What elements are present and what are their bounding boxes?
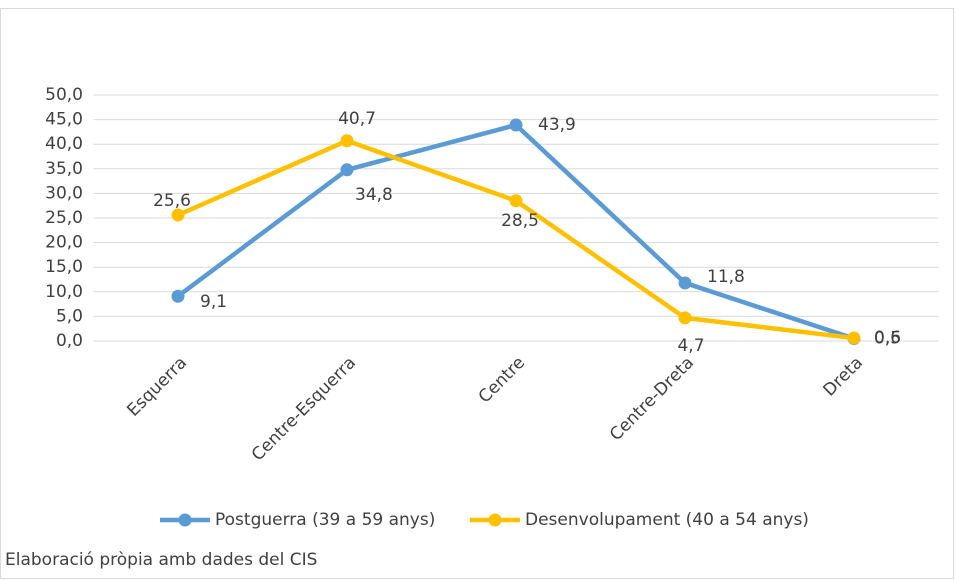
data-label: 11,8: [707, 267, 745, 287]
data-label: 25,6: [153, 191, 191, 211]
data-label: 9,1: [200, 292, 227, 312]
point-marker: [509, 118, 523, 132]
y-tick-label: 15,0: [45, 257, 83, 277]
data-label: 40,7: [338, 109, 376, 129]
y-tick-label: 50,0: [45, 85, 83, 105]
y-tick-label: 0,0: [56, 331, 83, 351]
y-tick-label: 5,0: [56, 306, 83, 326]
legend-marker: [488, 513, 502, 527]
legend-marker: [178, 513, 192, 527]
chart-border: [0, 8, 954, 579]
legend-label: Desenvolupament (40 a 54 anys): [525, 510, 809, 530]
data-label: 28,5: [501, 211, 539, 231]
data-label: 0,6: [874, 328, 901, 348]
data-label: 0,5: [874, 329, 901, 349]
data-label: 4,7: [677, 336, 704, 356]
y-tick-label: 20,0: [45, 233, 83, 253]
y-tick-label: 45,0: [45, 110, 83, 130]
data-label: 43,9: [538, 115, 576, 135]
point-marker: [340, 134, 354, 148]
point-marker: [509, 194, 523, 208]
y-tick-label: 30,0: [45, 183, 83, 203]
legend-label: Postguerra (39 a 59 anys): [215, 510, 435, 530]
point-marker: [678, 276, 692, 290]
source-note: Elaboració pròpia amb dades del CIS: [5, 550, 317, 570]
y-tick-label: 25,0: [45, 208, 83, 228]
point-marker: [847, 331, 861, 345]
point-marker: [340, 163, 354, 177]
data-label: 34,8: [355, 185, 393, 205]
point-marker: [171, 208, 185, 222]
y-tick-label: 40,0: [45, 134, 83, 154]
point-marker: [678, 311, 692, 325]
y-tick-label: 35,0: [45, 159, 83, 179]
point-marker: [171, 289, 185, 303]
y-tick-label: 10,0: [45, 282, 83, 302]
